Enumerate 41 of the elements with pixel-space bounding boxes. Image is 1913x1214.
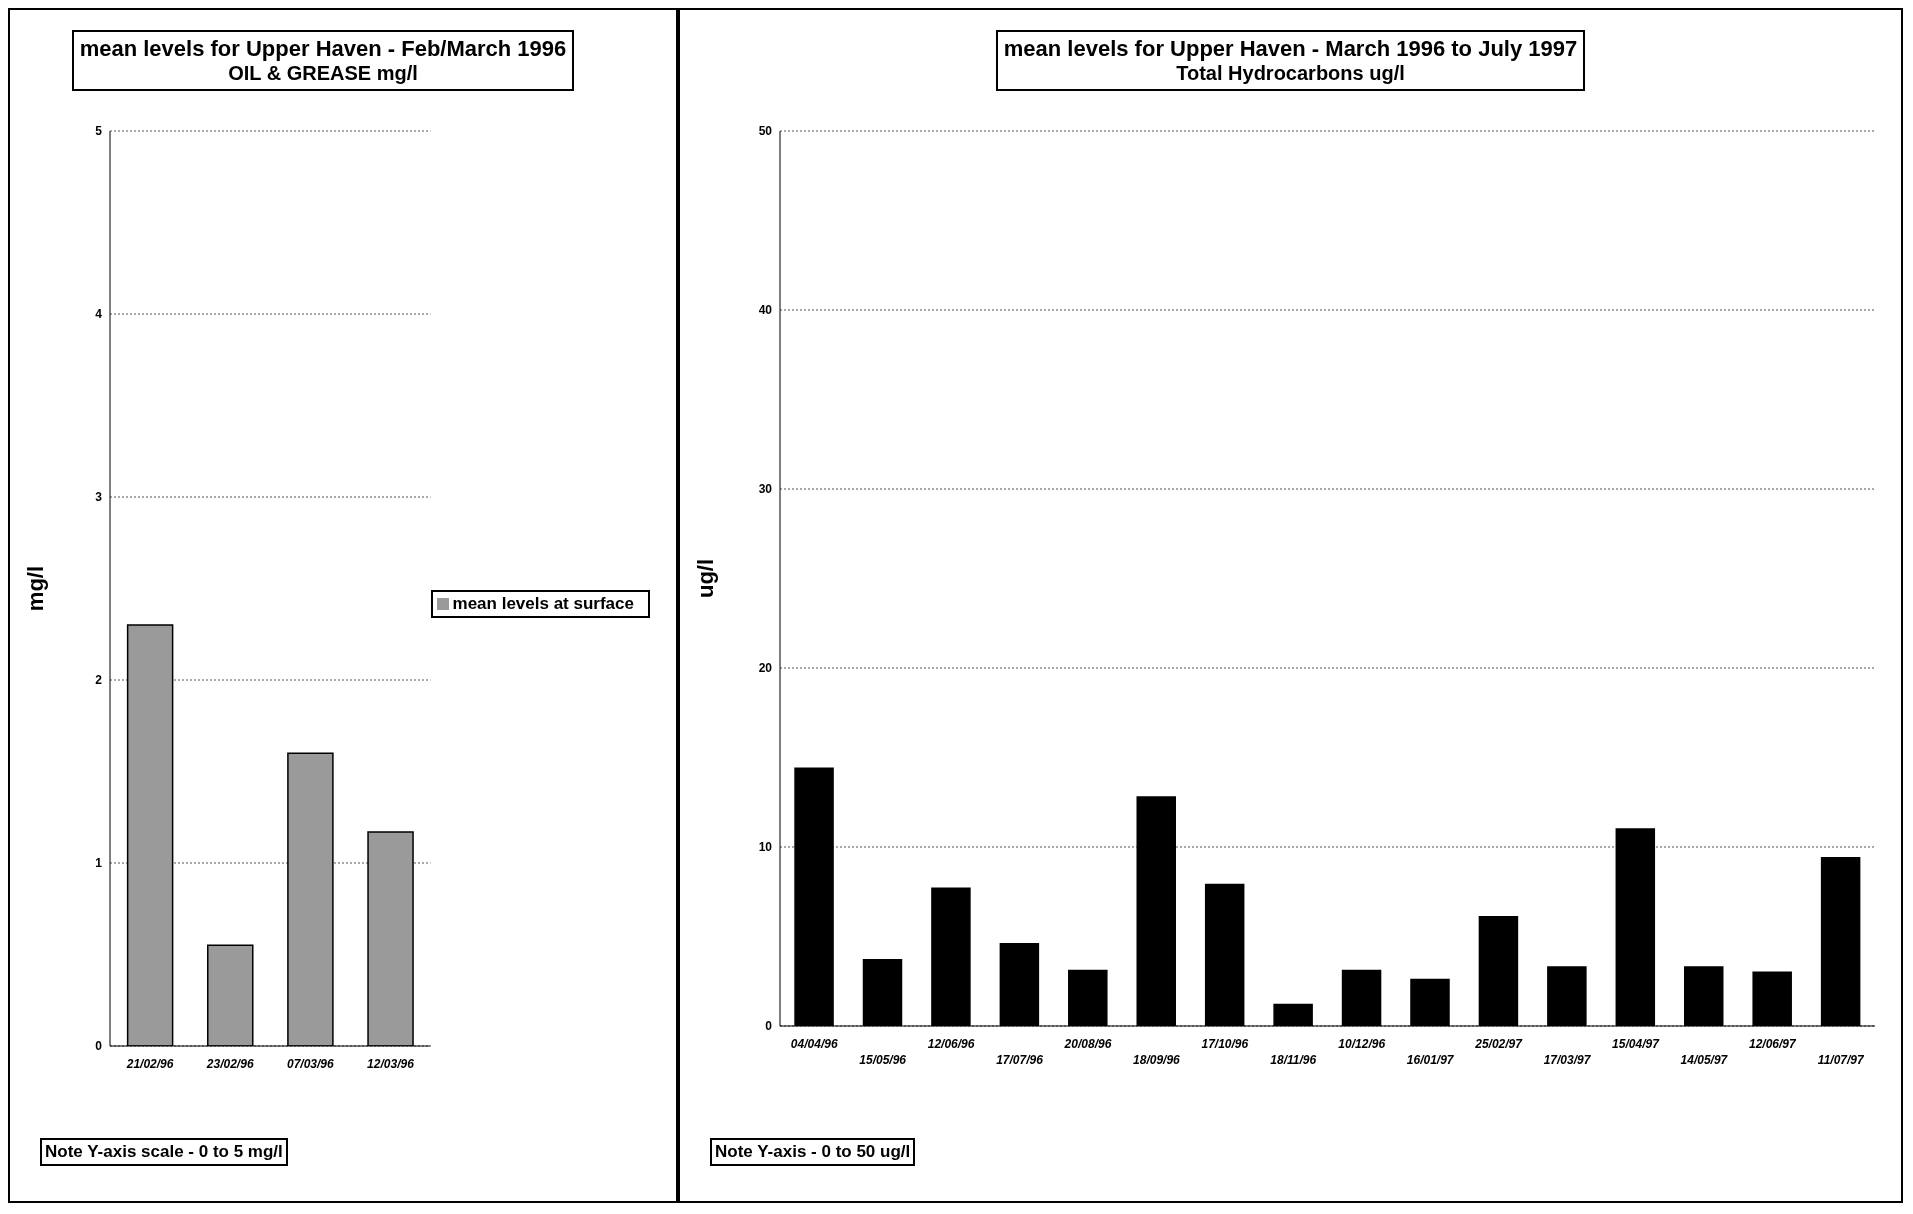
- y-tick-label: 50: [758, 124, 773, 139]
- x-tick-label: 15/04/97: [1612, 1037, 1661, 1051]
- x-tick-label: 04/04/96: [790, 1037, 838, 1051]
- x-tick-label: 23/02/96: [205, 1057, 254, 1071]
- x-tick-label: 17/10/96: [1201, 1037, 1249, 1051]
- x-tick-label: 10/12/96: [1338, 1037, 1386, 1051]
- y-tick-label: 3: [95, 490, 103, 505]
- x-tick-label: 15/05/96: [859, 1053, 907, 1067]
- x-tick-label: 18/09/96: [1133, 1053, 1181, 1067]
- x-tick-label: 25/02/97: [1474, 1037, 1524, 1051]
- y-tick-label: 5: [95, 124, 103, 139]
- text: Note Y-axis - 0 to 50 ug/l: [710, 1138, 916, 1166]
- x-tick-label: 12/06/97: [1748, 1037, 1798, 1051]
- y-tick-label: 40: [758, 303, 773, 318]
- y-tick-label: 20: [758, 661, 773, 676]
- legend-label: mean levels at surface: [452, 593, 634, 613]
- x-tick-label: 12/03/96: [367, 1057, 415, 1071]
- x-tick-label: 21/02/96: [125, 1057, 174, 1071]
- x-tick-label: 11/07/97: [1817, 1053, 1866, 1067]
- text: Note Y-axis scale - 0 to 5 mg/l: [40, 1138, 288, 1166]
- y-tick-label: 0: [765, 1019, 773, 1034]
- y-axis-title: ug/l: [692, 558, 718, 599]
- x-tick-label: 16/01/97: [1406, 1053, 1455, 1067]
- x-tick-label: 14/05/97: [1680, 1053, 1729, 1067]
- y-tick-label: 1: [95, 856, 103, 871]
- y-tick-label: 30: [758, 482, 773, 497]
- chart-title: mean levels for Upper Haven - March 1996 to July 1997: [1003, 36, 1578, 62]
- y-tick-label: 4: [95, 307, 103, 322]
- chart-title: mean levels for Upper Haven - Feb/March 1996: [79, 36, 567, 62]
- x-tick-label: 07/03/96: [286, 1057, 335, 1071]
- y-tick-label: 10: [758, 840, 773, 855]
- chart-subtitle: OIL & GREASE mg/l: [227, 62, 419, 85]
- y-tick-label: 0: [95, 1039, 103, 1054]
- chart-subtitle: Total Hydrocarbons ug/l: [1175, 62, 1406, 85]
- y-tick-label: 2: [95, 673, 103, 688]
- x-tick-label: 12/06/96: [927, 1037, 975, 1051]
- y-axis-title: mg/l: [22, 565, 48, 612]
- x-tick-label: 17/03/97: [1543, 1053, 1592, 1067]
- x-tick-label: 20/08/96: [1063, 1037, 1112, 1051]
- x-tick-label: 17/07/96: [996, 1053, 1044, 1067]
- x-tick-label: 18/11/96: [1270, 1053, 1317, 1067]
